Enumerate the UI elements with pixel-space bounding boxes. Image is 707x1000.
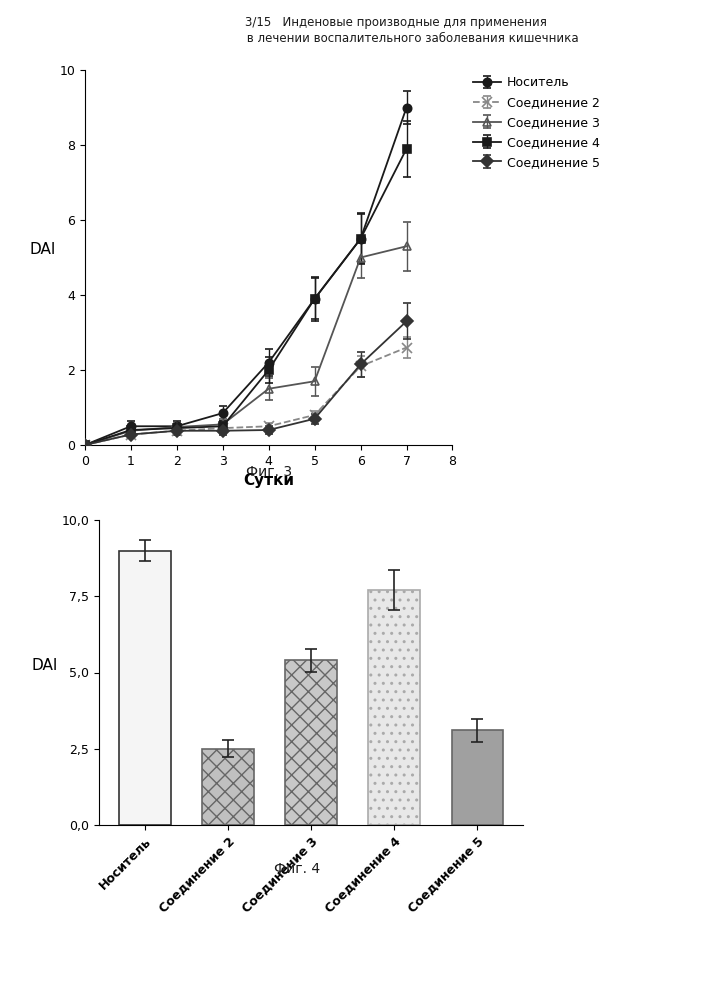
Text: 3/15   Инденовые производные для применения: 3/15 Инденовые производные для применени…: [245, 16, 547, 29]
Text: Фиг. 4: Фиг. 4: [274, 862, 320, 876]
X-axis label: Сутки: Сутки: [243, 473, 294, 488]
Bar: [368, 590, 420, 825]
Legend: Носитель, Соединение 2, Соединение 3, Соединение 4, Соединение 5: Носитель, Соединение 2, Соединение 3, Со…: [474, 76, 600, 169]
Y-axis label: DAI: DAI: [30, 242, 56, 257]
Bar: [452, 730, 503, 825]
Y-axis label: DAI: DAI: [32, 658, 58, 672]
Text: в лечении воспалительного заболевания кишечника: в лечении воспалительного заболевания ки…: [213, 32, 579, 45]
Bar: [119, 550, 170, 825]
Bar: [202, 749, 254, 825]
Text: Фиг. 3: Фиг. 3: [245, 465, 292, 479]
Bar: [286, 660, 337, 825]
